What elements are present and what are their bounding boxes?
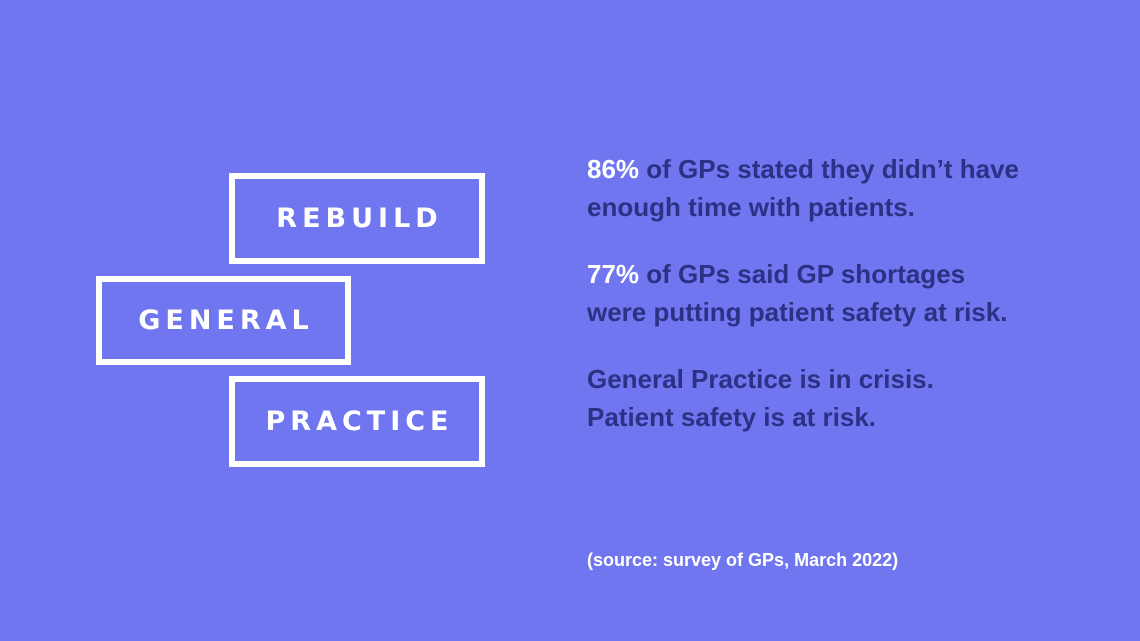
stat-time-with-patients: 86% of GPs stated they didn’t have enoug… (587, 150, 1107, 226)
logo-rebuild-text: REBUILD (276, 203, 443, 234)
stat-text-continued: enough time with patients. (587, 192, 915, 222)
stat-line: 86% of GPs stated they didn’t have (587, 150, 1107, 188)
logo-general-text: GENERAL (138, 305, 314, 336)
stat-percentage: 86% (587, 154, 640, 184)
stat-line: 77% of GPs said GP shortages (587, 255, 1107, 293)
stat-text: of GPs stated they didn’t have (639, 154, 1020, 184)
stat-gp-shortages: 77% of GPs said GP shortages were puttin… (587, 255, 1107, 331)
conclusion-line-1: General Practice is in crisis. (587, 364, 934, 394)
logo-general-box: GENERAL (96, 276, 351, 365)
stat-percentage: 77% (587, 259, 640, 289)
stat-text-continued: were putting patient safety at risk. (587, 297, 1008, 327)
conclusion-line-2: Patient safety is at risk. (587, 402, 877, 432)
stats-panel: 86% of GPs stated they didn’t have enoug… (587, 150, 1107, 465)
conclusion-block: General Practice is in crisis. Patient s… (587, 360, 1107, 436)
logo-practice-box: PRACTICE (229, 376, 485, 467)
logo-practice-text: PRACTICE (265, 406, 454, 437)
stat-text: of GPs said GP shortages (639, 259, 966, 289)
logo-rebuild-box: REBUILD (229, 173, 485, 264)
source-citation: (source: survey of GPs, March 2022) (587, 550, 899, 570)
